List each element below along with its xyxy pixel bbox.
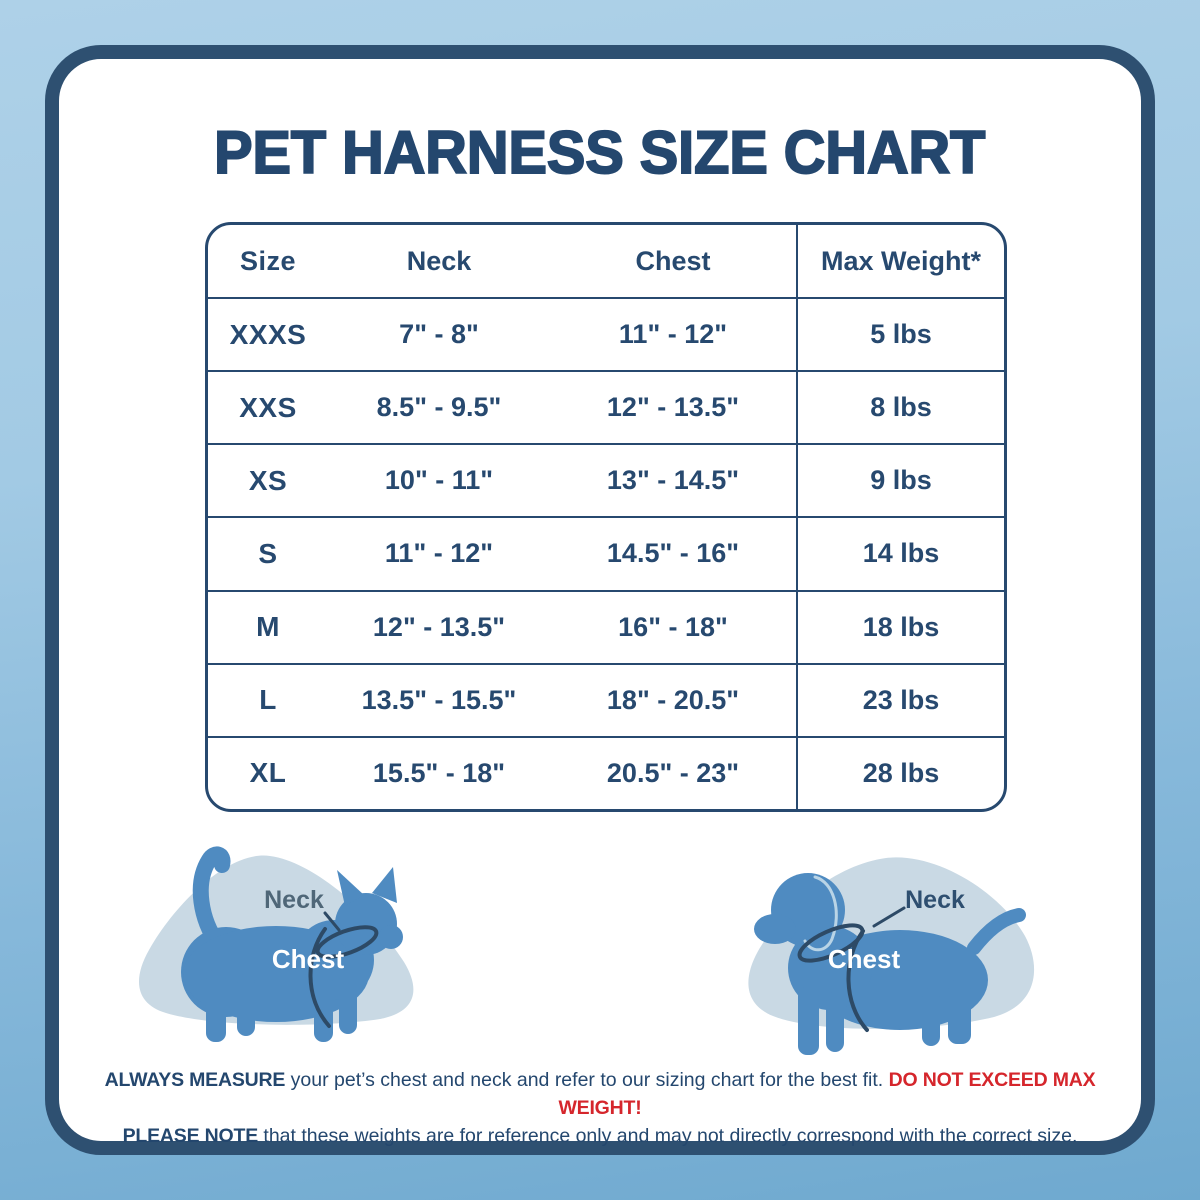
cell-chest: 14.5" - 16" — [606, 538, 740, 569]
cell-neck: 11" - 12" — [384, 538, 494, 569]
table-row: XXXS 7" - 8" 11" - 12" 5 lbs — [208, 297, 1004, 371]
cat-measurement-diagram: Neck Chest — [138, 846, 414, 1042]
dog-measurement-diagram: Neck Chest — [748, 857, 1035, 1055]
header-neck: Neck — [406, 245, 472, 276]
dog-neck-pointer-line — [872, 906, 906, 928]
footnote-line-1: ALWAYS MEASURE your pet’s chest and neck… — [90, 1066, 1110, 1122]
table-row: XXS 8.5" - 9.5" 12" - 13.5" 8 lbs — [208, 370, 1004, 444]
cell-size: L — [259, 684, 277, 716]
table-row: S 11" - 12" 14.5" - 16" 14 lbs — [208, 516, 1004, 590]
header-chest: Chest — [635, 245, 711, 276]
footnote-line2-text: that these weights are for reference onl… — [258, 1125, 1078, 1147]
cell-chest: 12" - 13.5" — [606, 392, 740, 423]
cat-neck-label: Neck — [264, 886, 324, 914]
cell-neck: 15.5" - 18" — [372, 757, 506, 788]
cat-silhouette — [181, 846, 403, 1042]
cat-neck-loop — [315, 925, 379, 959]
cell-neck: 8.5" - 9.5" — [376, 392, 502, 423]
cell-size: XS — [248, 464, 288, 496]
dog-neck-loop — [797, 923, 865, 963]
cell-chest: 16" - 18" — [618, 611, 728, 642]
table-row: M 12" - 13.5" 16" - 18" 18 lbs — [208, 589, 1004, 663]
cell-chest: 13" - 14.5" — [606, 465, 740, 496]
header-max-weight: Max Weight* — [796, 225, 1004, 297]
cell-max-weight: 5 lbs — [796, 299, 1004, 371]
cell-size: M — [256, 611, 280, 643]
cell-neck: 13.5" - 15.5" — [361, 684, 517, 715]
cell-neck: 10" - 11" — [384, 465, 494, 496]
table-row: XS 10" - 11" 13" - 14.5" 9 lbs — [208, 443, 1004, 517]
page-title: PET HARNESS SIZE CHART — [213, 118, 986, 187]
cell-max-weight: 18 lbs — [796, 591, 1004, 663]
cell-size: XL — [249, 757, 287, 789]
cat-chest-loop — [308, 927, 331, 1028]
table-row: L 13.5" - 15.5" 18" - 20.5" 23 lbs — [208, 662, 1004, 736]
footnote-line-2: PLEASE NOTE that these weights are for r… — [90, 1122, 1110, 1150]
dog-chest-loop — [846, 929, 869, 1032]
table-row: XL 15.5" - 18" 20.5" - 23" 28 lbs — [208, 735, 1004, 809]
cell-max-weight: 28 lbs — [796, 737, 1004, 809]
dog-ear-outline — [803, 875, 838, 952]
cell-max-weight: 23 lbs — [796, 664, 1004, 736]
footnote-line1-text: your pet’s chest and neck and refer to o… — [285, 1069, 889, 1091]
footnote-warning: DO NOT EXCEED MAX WEIGHT! — [558, 1069, 1096, 1119]
dog-chest-label: Chest — [828, 944, 901, 974]
dog-neck-label: Neck — [905, 886, 965, 914]
cell-chest: 18" - 20.5" — [606, 684, 740, 715]
cell-neck: 7" - 8" — [399, 319, 479, 350]
cell-size: XXXS — [229, 318, 307, 350]
table-header-row: Size Neck Chest Max Weight* — [208, 225, 1004, 297]
footnote: ALWAYS MEASURE your pet’s chest and neck… — [90, 1066, 1110, 1150]
cell-neck: 12" - 13.5" — [372, 611, 506, 642]
cell-size: S — [258, 537, 278, 569]
cat-neck-pointer-line — [323, 911, 341, 932]
footnote-please-note: PLEASE NOTE — [122, 1125, 259, 1147]
header-size: Size — [239, 245, 297, 276]
cell-max-weight: 14 lbs — [796, 518, 1004, 590]
cell-chest: 11" - 12" — [618, 319, 728, 350]
cell-max-weight: 8 lbs — [796, 372, 1004, 444]
cell-size: XXS — [239, 391, 297, 423]
cell-chest: 20.5" - 23" — [606, 757, 740, 788]
cat-chest-label: Chest — [272, 944, 345, 974]
cell-max-weight: 9 lbs — [796, 445, 1004, 517]
footnote-always-measure: ALWAYS MEASURE — [104, 1069, 286, 1091]
size-chart-table: Size Neck Chest Max Weight* XXXS 7" - 8"… — [205, 222, 1007, 812]
dog-silhouette — [754, 873, 1026, 1055]
